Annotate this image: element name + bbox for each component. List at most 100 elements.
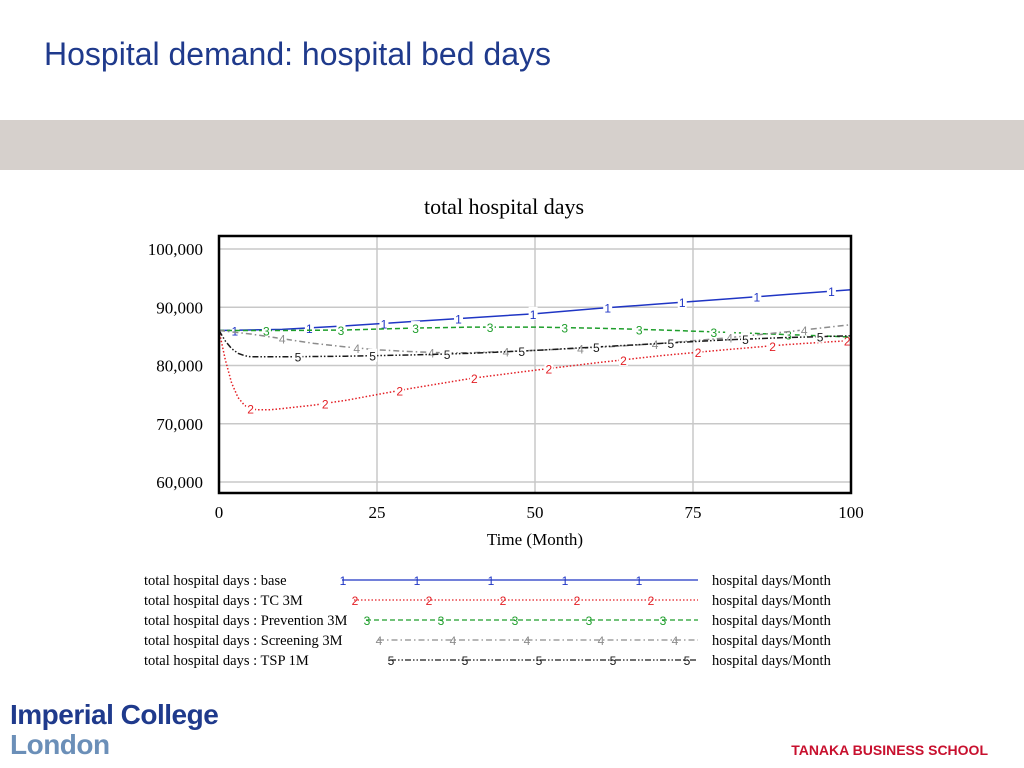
marker-bg [442, 346, 452, 360]
series-marker-4: 4 [652, 338, 659, 352]
marker-bg [799, 322, 809, 336]
legend-marker: 1 [636, 574, 643, 588]
series-marker-2: 2 [396, 384, 403, 398]
legend-unit: hospital days/Month [712, 593, 832, 609]
series-marker-2: 2 [546, 362, 553, 376]
marker-bg [517, 343, 527, 357]
series-marker-1: 1 [828, 285, 835, 299]
tanaka-business-school-logo: TANAKA BUSINESS SCHOOL [791, 742, 988, 758]
y-tick-label: 90,000 [156, 298, 203, 317]
marker-bg [677, 295, 687, 309]
legend-marker: 4 [672, 634, 679, 648]
marker-bg [528, 306, 538, 320]
series-marker-5: 5 [593, 341, 600, 355]
marker-bg [230, 323, 240, 337]
marker-bg [293, 349, 303, 363]
legend-series-name: total hospital days : base [144, 573, 287, 589]
legend-series-name: total hospital days : TC 3M [144, 593, 303, 609]
slide-title: Hospital demand: hospital bed days [44, 36, 551, 72]
legend-series-name: total hospital days : Prevention 3M [144, 613, 347, 629]
marker-bg [469, 370, 479, 384]
marker-bg [591, 339, 601, 353]
legend-marker: 4 [524, 634, 531, 648]
marker-bg [246, 401, 256, 415]
legend-entry: total hospital days : TSP 1M 5 5 5 5 5 hospita… [144, 653, 832, 669]
series-marker-4: 4 [801, 324, 808, 338]
legend-marker: 3 [586, 614, 593, 628]
legend-marker: 2 [352, 594, 359, 608]
legend-entry: total hospital days : base 1 1 1 1 1 hospital … [144, 573, 832, 589]
legend-marker: 4 [376, 634, 383, 648]
x-tick-label: 25 [369, 503, 386, 522]
legend-series-name: total hospital days : TSP 1M [144, 653, 309, 669]
legend-marker: 5 [684, 654, 691, 668]
series-marker-1: 1 [455, 313, 462, 327]
legend-marker: 3 [512, 614, 519, 628]
series-marker-1: 1 [231, 324, 238, 338]
legend-marker: 1 [562, 574, 569, 588]
marker-bg [740, 332, 750, 346]
marker-bg [826, 284, 836, 298]
x-tick-label: 50 [527, 503, 544, 522]
series-2: 2 2 2 2 2 2 2 2 2 [218, 330, 852, 417]
series-marker-5: 5 [742, 333, 749, 347]
marker-bg [261, 323, 271, 337]
legend-marker: 2 [648, 594, 655, 608]
series-marker-1: 1 [753, 291, 760, 305]
marker-bg [725, 330, 735, 344]
series-marker-3: 3 [561, 322, 568, 336]
series-marker-2: 2 [844, 335, 851, 349]
imperial-logo-line2: London [10, 729, 110, 760]
marker-bg [783, 327, 793, 341]
marker-bg [485, 320, 495, 334]
legend-marker: 4 [450, 634, 457, 648]
marker-bg [320, 396, 330, 410]
series-marker-4: 4 [503, 345, 510, 359]
legend-marker: 4 [598, 634, 605, 648]
x-tick-label: 0 [215, 503, 224, 522]
legend-marker: 5 [462, 654, 469, 668]
marker-bg [411, 321, 421, 335]
x-tick-label: 100 [838, 503, 864, 522]
imperial-logo-line1: Imperial College [10, 699, 219, 730]
series-marker-4: 4 [428, 346, 435, 360]
series-marker-5: 5 [295, 351, 302, 365]
series-marker-1: 1 [530, 308, 537, 322]
series-marker-2: 2 [769, 340, 776, 354]
series-marker-2: 2 [322, 397, 329, 411]
marker-bg [842, 333, 852, 347]
legend-unit: hospital days/Month [712, 613, 832, 629]
legend-marker: 2 [426, 594, 433, 608]
series-marker-3: 3 [263, 325, 270, 339]
legend-marker: 3 [660, 614, 667, 628]
series-marker-1: 1 [679, 296, 686, 310]
legend-marker: 1 [340, 574, 347, 588]
legend-entry: total hospital days : Screening 3M 4 4 4 4 4 h… [144, 633, 832, 649]
chart-legend: total hospital days : base 1 1 1 1 1 hospital … [144, 573, 832, 669]
series-marker-5: 5 [444, 348, 451, 362]
series-marker-2: 2 [471, 372, 478, 386]
series-marker-5: 5 [668, 337, 675, 351]
series-marker-2: 2 [695, 346, 702, 360]
legend-marker: 3 [438, 614, 445, 628]
marker-bg [277, 331, 287, 345]
legend-marker: 5 [536, 654, 543, 668]
marker-bg [752, 289, 762, 303]
series-line [218, 323, 852, 354]
header-band [0, 120, 1024, 170]
marker-bg [693, 345, 703, 359]
y-tick-label: 60,000 [156, 473, 203, 492]
series-marker-3: 3 [412, 322, 419, 336]
marker-bg [426, 345, 436, 359]
marker-bg [815, 329, 825, 343]
y-tick-label: 70,000 [156, 415, 203, 434]
series-marker-3: 3 [487, 321, 494, 335]
series-3: 3 3 3 3 3 3 3 3 [219, 320, 852, 343]
series-line [218, 330, 852, 411]
chart-grid [219, 236, 851, 493]
legend-marker: 5 [610, 654, 617, 668]
marker-bg [379, 316, 389, 330]
y-tick-label: 80,000 [156, 357, 203, 376]
